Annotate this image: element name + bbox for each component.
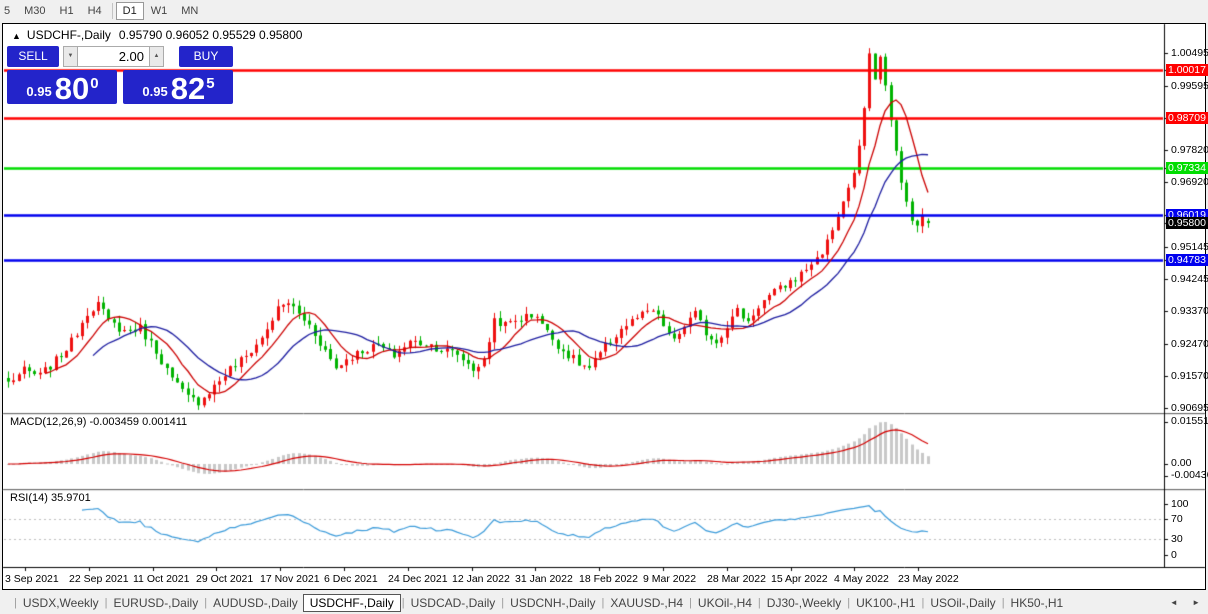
tab-separator: | [104, 597, 108, 609]
tab-separator: | [204, 597, 208, 609]
tab-separator: | [401, 597, 405, 609]
symbol-tab-usdchf-[interactable]: USDCHF-,Daily [302, 594, 401, 612]
tab-separator: | [921, 597, 925, 609]
timeframe-button-mn[interactable]: MN [181, 5, 199, 17]
tab-separator: | [501, 597, 505, 609]
toolbar-separator [111, 3, 113, 19]
timeframe-button-h4[interactable]: H4 [87, 5, 102, 17]
volume-input[interactable] [77, 46, 150, 67]
chart-ohlc-values: 0.95790 0.96052 0.95529 0.95800 [118, 28, 303, 42]
timeframe-toolbar: 5 M30 H1 H4 D1 W1 MN [0, 0, 1208, 22]
symbol-tab-usdcnh-[interactable]: USDCNH-,Daily [510, 596, 596, 610]
symbol-tab-uk100-[interactable]: UK100-,H1 [856, 596, 916, 610]
symbol-tab-usdx[interactable]: USDX,Weekly [22, 596, 99, 610]
volume-increase-button[interactable]: ▲ [149, 46, 164, 67]
timeframe-button-d1[interactable]: D1 [115, 2, 144, 20]
timeframe-button-h1[interactable]: H1 [59, 5, 74, 17]
tab-separator: | [757, 597, 761, 609]
collapse-triangle-icon: ▲ [12, 31, 21, 41]
tab-separator: | [689, 597, 692, 609]
buy-price-prefix: 0.95 [142, 84, 168, 99]
chart-title: ▲ USDCHF-,Daily 0.95790 0.96052 0.95529 0.… [12, 28, 302, 42]
buy-button[interactable]: BUY [179, 46, 233, 67]
buy-price-pipette: 5 [206, 75, 215, 92]
buy-price-big-digits: 82 [170, 71, 206, 106]
symbol-tab-xauusd-[interactable]: XAUUSD-,H4 [610, 596, 684, 610]
timeframe-button-m30[interactable]: M30 [24, 5, 46, 17]
tab-separator: | [601, 597, 605, 609]
symbol-tab-ukoil-[interactable]: UKOil-,H4 [697, 596, 752, 610]
triangle-down-icon: ▼ [67, 53, 74, 59]
symbol-tab-usoil-[interactable]: USOil-,Daily [930, 596, 996, 610]
symbol-tab-usdcad-[interactable]: USDCAD-,Daily [410, 596, 496, 610]
tab-separator: | [14, 597, 17, 609]
sell-price-prefix: 0.95 [26, 84, 52, 99]
timeframe-button-w1[interactable]: W1 [150, 5, 168, 17]
volume-decrease-button[interactable]: ▼ [63, 46, 78, 67]
sell-price-pipette: 0 [90, 75, 99, 92]
tab-separator: | [847, 597, 851, 609]
sell-button[interactable]: SELL [7, 46, 59, 67]
sell-price-big-digits: 80 [54, 71, 90, 106]
symbol-tab-hk50-[interactable]: HK50-,H1 [1010, 596, 1064, 610]
scroll-left-icon[interactable]: ◄ [1169, 598, 1178, 607]
symbol-tab-eurusd-[interactable]: EURUSD-,Daily [113, 596, 199, 610]
scroll-right-icon[interactable]: ► [1192, 598, 1200, 607]
symbol-tab-dj30-[interactable]: DJ30-,Weekly [766, 596, 842, 610]
symbol-tabs-bar: | USDX,Weekly | EURUSD-,Daily | AUDUSD-,Daily… [0, 592, 1208, 614]
triangle-up-icon: ▲ [153, 53, 160, 59]
chart-symbol-label: USDCHF-,Daily [26, 28, 111, 42]
buy-price-display[interactable]: 0.95 82 5 [123, 70, 233, 104]
symbol-tab-audusd-[interactable]: AUDUSD-,Daily [213, 596, 298, 610]
tab-scroll-arrows: ◄ ► [1158, 598, 1200, 607]
tab-separator: | [1001, 597, 1005, 609]
sell-price-display[interactable]: 0.95 80 0 [7, 70, 117, 104]
timeframe-button-5[interactable]: 5 [4, 5, 11, 17]
